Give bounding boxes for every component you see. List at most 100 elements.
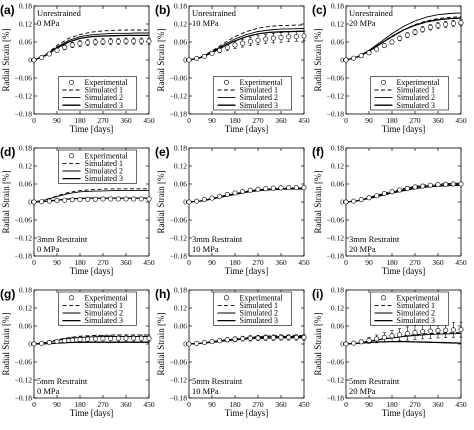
experimental-point — [278, 34, 284, 40]
experimental-point — [412, 184, 418, 190]
panel-annotation: 0 MPa — [37, 386, 60, 396]
chart-panel-g: 0.180.120.060−0.06−0.12−0.180 90 180 270 360… — [0, 286, 155, 418]
experimental-point — [420, 26, 426, 32]
experimental-point — [194, 55, 200, 61]
y-tick-label: 0.18 — [19, 286, 32, 295]
series-line-simulated-1 — [345, 182, 462, 203]
experimental-point — [201, 53, 207, 59]
panel-annotation: 20 MPa — [349, 386, 376, 396]
x-tick-label: 270 — [409, 258, 421, 267]
x-tick-label: 90 — [208, 116, 216, 125]
experimental-point — [123, 196, 129, 202]
y-tick-label: −0.18 — [170, 252, 188, 261]
x-tick-label: 270 — [97, 116, 109, 125]
x-tick-label: 270 — [252, 116, 264, 125]
y-tick-label: −0.12 — [170, 376, 188, 385]
y-tick-label: −0.12 — [327, 234, 345, 243]
y-tick-label: 0.18 — [174, 286, 187, 295]
y-tick-label: 0.06 — [174, 322, 187, 331]
y-tick-label: 0 — [28, 198, 32, 207]
experimental-point — [146, 196, 152, 202]
y-tick-label: −0.12 — [15, 376, 33, 385]
experimental-point — [381, 191, 387, 197]
x-tick-label: 0 — [187, 258, 191, 267]
experimental-point — [301, 185, 307, 191]
panel-annotation: 3mm Restraint — [349, 234, 400, 244]
y-tick-label: −0.12 — [170, 92, 188, 101]
experimental-point — [404, 32, 410, 38]
series-line-simulated-1 — [33, 29, 149, 61]
chart-panel-c: 0.180.120.060−0.06−0.12−0.180 90 180 270 360… — [312, 2, 467, 134]
x-tick-label: 180 — [229, 400, 241, 409]
experimental-point — [186, 341, 192, 347]
y-tick-label: 0.06 — [19, 180, 32, 189]
x-axis-label: Time [days] — [382, 408, 425, 418]
y-tick-label: −0.06 — [15, 74, 33, 83]
experimental-point — [443, 181, 449, 187]
experimental-point — [263, 36, 269, 42]
panel-annotation: 10 MPa — [192, 386, 219, 396]
experimental-point — [39, 55, 45, 61]
experimental-point — [186, 199, 192, 205]
experimental-point — [31, 341, 37, 347]
chart-panel-b: 0.180.120.060−0.06−0.12−0.180 90 180 270 360… — [155, 2, 310, 134]
x-tick-label: 450 — [143, 400, 155, 409]
y-tick-label: 0.12 — [174, 20, 187, 29]
legend-label: Simulated 2 — [397, 93, 435, 102]
experimental-point — [263, 335, 269, 341]
panel-label: (f) — [312, 145, 324, 159]
experimental-point — [115, 335, 121, 341]
y-axis-label: Radial Strain [%] — [156, 313, 166, 376]
experimental-point — [435, 327, 441, 333]
experimental-point — [62, 197, 68, 203]
experimental-point — [39, 340, 45, 346]
y-tick-label: −0.18 — [170, 394, 188, 403]
y-axis-label: Radial Strain [%] — [313, 313, 323, 376]
experimental-point — [85, 336, 91, 342]
x-tick-label: 360 — [275, 116, 287, 125]
legend-label: Experimental — [397, 293, 441, 302]
legend-label: Simulated 1 — [85, 159, 123, 168]
y-tick-label: −0.18 — [327, 252, 345, 261]
x-axis-label: Time [days] — [225, 408, 268, 418]
legend-label: Simulated 3 — [85, 101, 123, 110]
experimental-point — [278, 334, 284, 340]
experimental-point — [366, 195, 372, 201]
experimental-point — [381, 43, 387, 49]
experimental-point — [443, 21, 449, 27]
x-tick-label: 450 — [455, 400, 467, 409]
experimental-point — [232, 336, 238, 342]
x-tick-label: 180 — [386, 116, 398, 125]
experimental-point — [458, 181, 464, 187]
experimental-point — [69, 337, 75, 343]
y-tick-label: −0.06 — [15, 358, 33, 367]
x-tick-label: 0 — [344, 116, 348, 125]
legend-label: Simulated 2 — [397, 309, 435, 318]
experimental-point — [85, 196, 91, 202]
y-tick-label: 0.12 — [331, 162, 344, 171]
experimental-point — [374, 46, 380, 52]
experimental-point — [224, 192, 230, 198]
experimental-point — [374, 193, 380, 199]
legend-marker-experimental — [224, 79, 230, 85]
x-tick-label: 360 — [432, 400, 444, 409]
panel-annotation: 3mm Restraint — [37, 234, 88, 244]
experimental-point — [123, 335, 129, 341]
experimental-point — [209, 195, 215, 201]
experimental-point — [366, 50, 372, 56]
experimental-point — [201, 197, 207, 203]
experimental-point — [224, 337, 230, 343]
y-tick-label: −0.18 — [15, 110, 33, 119]
x-tick-label: 360 — [120, 400, 132, 409]
x-tick-label: 0 — [32, 400, 36, 409]
x-tick-label: 90 — [53, 400, 61, 409]
x-axis-label: Time [days] — [70, 266, 113, 276]
experimental-point — [389, 39, 395, 45]
y-tick-label: 0.06 — [174, 180, 187, 189]
x-tick-label: 450 — [298, 258, 310, 267]
legend-label: Experimental — [240, 293, 284, 302]
y-tick-label: 0.18 — [19, 2, 32, 11]
